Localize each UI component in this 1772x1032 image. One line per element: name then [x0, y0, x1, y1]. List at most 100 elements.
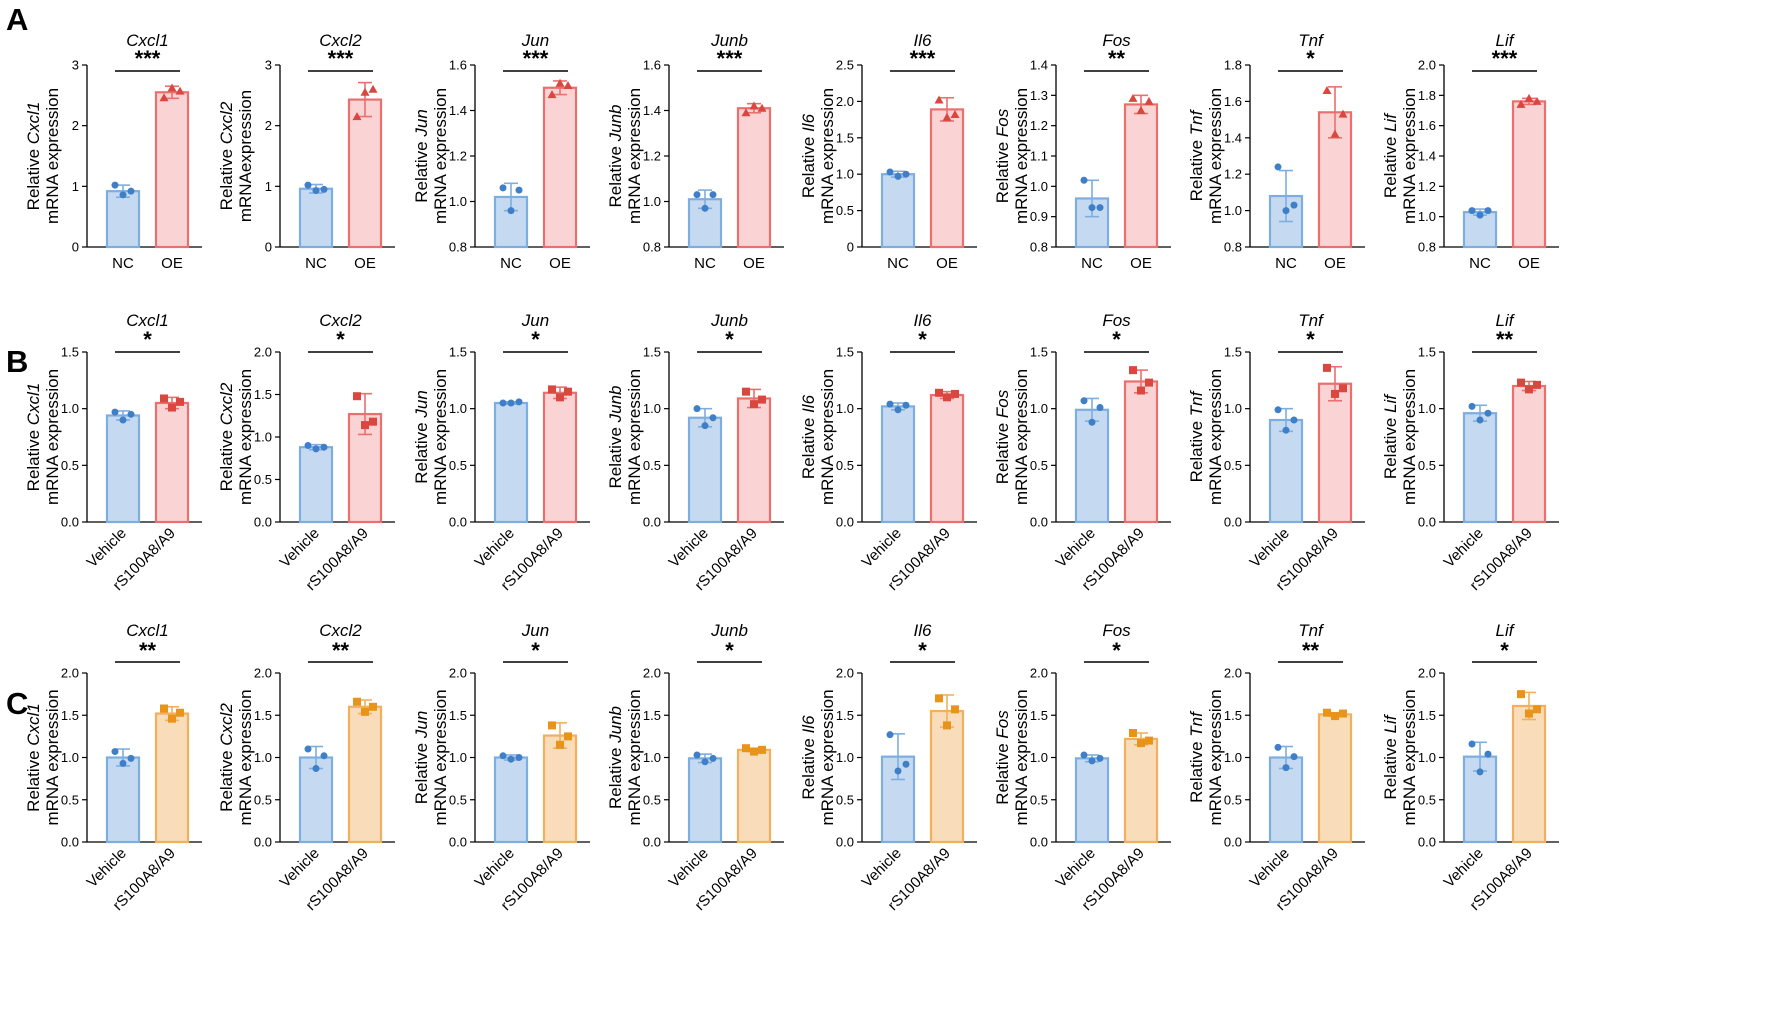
y-tick-label: 0.5: [61, 792, 79, 807]
significance-stars: ***: [523, 46, 549, 71]
y-axis-label: Relative Fos: [993, 108, 1012, 203]
y-axis-label: Relative Jun: [412, 711, 431, 805]
data-point: [1533, 705, 1541, 714]
bar-control: [1268, 756, 1304, 844]
chart-title: Il6: [914, 311, 933, 330]
data-point: [176, 708, 184, 717]
y-tick-label: 1.0: [449, 194, 467, 209]
data-point: [353, 697, 361, 706]
y-tick-label: 1.2: [1030, 118, 1048, 133]
y-label-prefix: Relative: [1381, 132, 1400, 198]
data-point: [693, 405, 701, 413]
y-tick-label: 2.5: [836, 58, 854, 73]
x-category-label: Vehicle: [1441, 845, 1487, 891]
y-label-prefix: Relative: [1381, 733, 1400, 799]
y-label-gene: Il6: [799, 715, 818, 734]
y-tick-label: 0.0: [449, 835, 467, 850]
chart-title: Jun: [521, 31, 549, 50]
data-point: [894, 406, 902, 414]
data-point: [1338, 109, 1348, 118]
data-point: [1137, 386, 1145, 395]
data-point: [368, 84, 378, 93]
y-tick-label: 1.8: [1418, 88, 1436, 103]
bar-control: [493, 195, 529, 249]
data-point: [499, 399, 507, 407]
data-point: [1331, 712, 1339, 721]
bar-control: [880, 173, 916, 249]
data-point: [1532, 96, 1542, 105]
y-tick-label: 1.0: [449, 750, 467, 765]
x-category-label: NC: [1469, 255, 1491, 272]
y-tick-label: 1.0: [61, 401, 79, 416]
data-point: [304, 745, 312, 753]
x-category-label: NC: [305, 255, 327, 272]
significance-stars: *: [531, 638, 540, 663]
y-tick-label: 0.0: [61, 835, 79, 850]
data-point: [111, 181, 119, 189]
y-label-gene: Jun: [412, 711, 431, 739]
y-tick-label: 0: [847, 240, 854, 255]
data-point: [1525, 385, 1533, 394]
y-axis-label: Relative Junb: [606, 706, 625, 809]
y-label-gene: Lif: [1381, 112, 1400, 132]
significance-stars: *: [336, 327, 345, 352]
y-tick-label: 1.5: [1418, 708, 1436, 723]
y-tick-label: 1.5: [1030, 708, 1048, 723]
y-tick-label: 1.5: [254, 708, 272, 723]
chart-title: Lif: [1496, 311, 1516, 330]
data-point: [1096, 404, 1104, 412]
y-tick-label: 2.0: [449, 666, 467, 681]
significance-stars: **: [1496, 327, 1514, 352]
data-point: [1136, 106, 1146, 114]
y-tick-label: 1.0: [1224, 401, 1242, 416]
bar-treatment: [1317, 382, 1353, 524]
x-category-label: Vehicle: [1247, 845, 1293, 891]
y-tick-label: 2.0: [836, 666, 854, 681]
x-category-label: NC: [500, 255, 522, 272]
y-label-prefix: Relative: [412, 738, 431, 804]
data-point: [935, 694, 943, 703]
data-point: [750, 747, 758, 756]
panel-label-b: B: [6, 344, 28, 379]
y-tick-label: 1: [72, 179, 79, 194]
data-point: [304, 181, 312, 189]
y-label-prefix: Relative: [217, 746, 236, 812]
data-point: [894, 172, 902, 180]
y-tick-label: 0.8: [1224, 240, 1242, 255]
y-tick-label: 3: [72, 58, 79, 73]
y-axis-label: Relative Tnf: [1187, 710, 1206, 803]
x-category-label: Vehicle: [472, 525, 518, 571]
y-tick-label: 0.0: [836, 835, 854, 850]
data-point: [1129, 728, 1137, 737]
y-tick-label: 0.5: [1030, 792, 1048, 807]
y-tick-label: 0.5: [836, 792, 854, 807]
chart-title: Cxcl2: [319, 311, 362, 330]
significance-stars: **: [1108, 46, 1126, 71]
y-axis-label-line2: mRNA expression: [818, 88, 837, 224]
y-tick-label: 3: [265, 58, 272, 73]
data-point: [693, 751, 701, 759]
data-point: [556, 740, 564, 749]
data-point: [1145, 378, 1153, 387]
data-point: [701, 422, 709, 430]
data-point: [119, 416, 127, 424]
y-axis-label-line2: mRNA expression: [431, 369, 450, 505]
chart-title: Il6: [914, 621, 933, 640]
chart-title: Lif: [1496, 31, 1516, 50]
x-category-label: NC: [112, 255, 134, 272]
significance-stars: ***: [135, 46, 161, 71]
y-tick-label: 0.0: [449, 515, 467, 530]
chart-title: Jun: [521, 311, 549, 330]
y-tick-label: 0.8: [449, 240, 467, 255]
significance-stars: *: [1306, 46, 1315, 71]
y-axis-label-line2: mRNA expression: [1012, 689, 1031, 825]
y-label-gene: Tnf: [1187, 710, 1206, 737]
data-point: [1274, 406, 1282, 414]
